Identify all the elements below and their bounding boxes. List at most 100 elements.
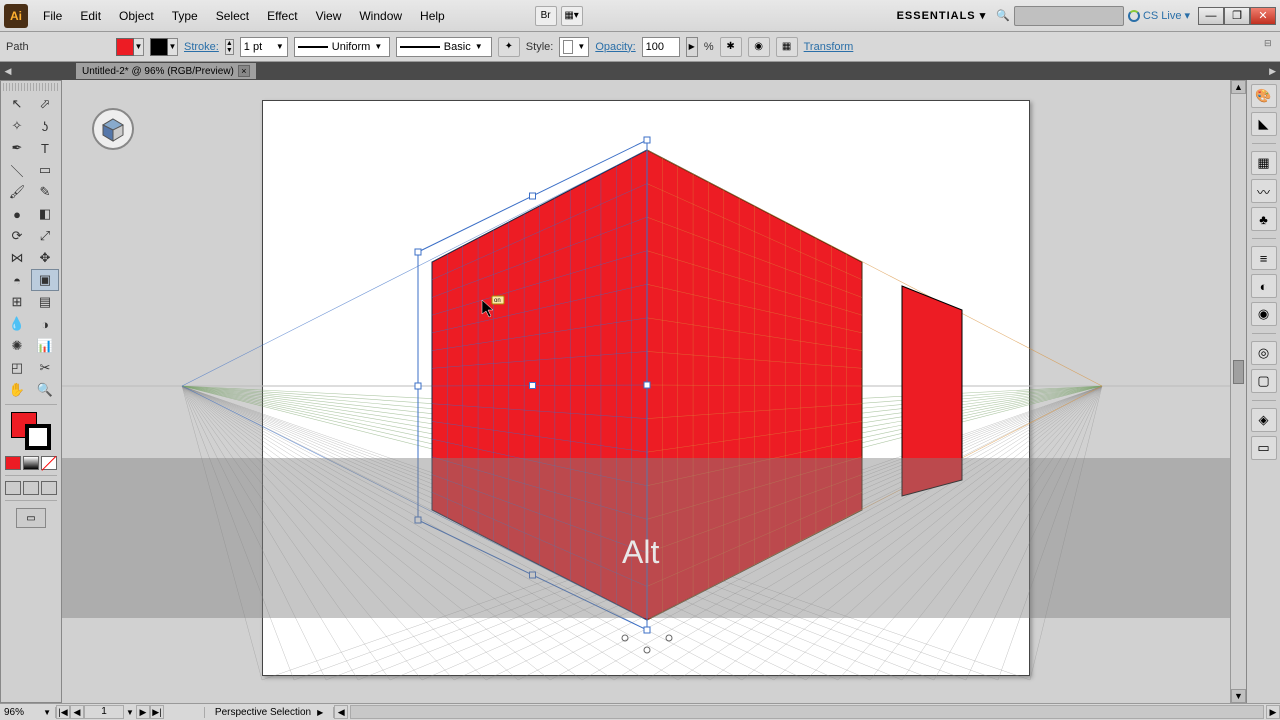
eyedropper-tool[interactable]: 💧 — [3, 313, 31, 335]
menu-select[interactable]: Select — [207, 0, 258, 31]
transform-link[interactable]: Transform — [804, 41, 854, 53]
lasso-tool[interactable]: ʖ — [31, 115, 59, 137]
arrange-docs-icon[interactable]: ▦▾ — [561, 6, 583, 26]
screen-mode[interactable]: ▭ — [16, 508, 46, 528]
stroke-swatch[interactable]: ▼ — [150, 38, 178, 56]
collapse-controlbar-icon[interactable]: ⊟ — [1264, 38, 1276, 48]
slice-tool[interactable]: ✂ — [31, 357, 59, 379]
color-mode-none[interactable] — [41, 456, 57, 470]
menu-view[interactable]: View — [307, 0, 351, 31]
graphic-styles-icon[interactable]: ▢ — [1251, 369, 1277, 393]
perspective-tool[interactable]: ▣ — [31, 269, 59, 291]
draw-inside[interactable] — [41, 481, 57, 495]
stroke-panel-icon[interactable]: ≡ — [1251, 246, 1277, 270]
menu-type[interactable]: Type — [163, 0, 207, 31]
paintbrush-tool[interactable]: 🖌 — [3, 181, 31, 203]
tab-scroll-right[interactable]: ▶ — [1269, 66, 1280, 77]
canvas[interactable]: on Alt — [62, 80, 1230, 703]
rectangle-tool[interactable]: ▭ — [31, 159, 59, 181]
stroke-weight-input[interactable]: 1 pt▼ — [240, 37, 288, 57]
type-tool[interactable]: T — [31, 137, 59, 159]
vertical-scrollbar[interactable]: ▲ ▼ — [1230, 80, 1246, 703]
symbol-spray-tool[interactable]: ✺ — [3, 335, 31, 357]
hscroll-left-icon[interactable]: ◀ — [334, 705, 348, 719]
mesh-tool[interactable]: ⊞ — [3, 291, 31, 313]
document-tab[interactable]: Untitled-2* @ 96% (RGB/Preview) × — [76, 63, 256, 79]
brush-icon[interactable]: 〰 — [1251, 179, 1277, 203]
draw-normal[interactable] — [5, 481, 21, 495]
first-artboard-icon[interactable]: |◀ — [56, 705, 70, 719]
graphic-style-dd[interactable]: ▼ — [559, 37, 589, 57]
select-similar-icon[interactable]: ◉ — [748, 37, 770, 57]
menu-effect[interactable]: Effect — [258, 0, 306, 31]
stroke-link[interactable]: Stroke: — [184, 41, 219, 53]
color-mode-fill[interactable] — [5, 456, 21, 470]
scroll-up-icon[interactable]: ▲ — [1231, 80, 1246, 94]
opacity-input[interactable] — [642, 37, 680, 57]
fill-stroke-control[interactable] — [11, 412, 51, 450]
scroll-thumb[interactable] — [1233, 360, 1244, 384]
current-tool-label[interactable]: Perspective Selection▶ — [204, 707, 334, 718]
search-input[interactable] — [1014, 6, 1124, 26]
opacity-link[interactable]: Opacity: — [595, 41, 635, 53]
prev-artboard-icon[interactable]: ◀ — [70, 705, 84, 719]
tab-scroll-left[interactable]: ◀ — [0, 66, 16, 77]
gradient-icon[interactable]: ◐ — [1251, 274, 1277, 298]
color-icon[interactable]: 🎨 — [1251, 84, 1277, 108]
menu-file[interactable]: File — [34, 0, 71, 31]
next-artboard-icon[interactable]: ▶ — [136, 705, 150, 719]
maximize-button[interactable]: ❐ — [1224, 7, 1250, 25]
selection-tool[interactable]: ↖ — [3, 93, 31, 115]
appearance-icon[interactable]: ◎ — [1251, 341, 1277, 365]
perspective-plane-widget[interactable] — [92, 108, 134, 150]
magic-wand-tool[interactable]: ✧ — [3, 115, 31, 137]
minimize-button[interactable]: — — [1198, 7, 1224, 25]
draw-behind[interactable] — [23, 481, 39, 495]
cs-live-button[interactable]: CS Live ▾ — [1128, 9, 1190, 22]
line-tool[interactable]: ＼ — [3, 159, 31, 181]
layers-icon[interactable]: ◈ — [1251, 408, 1277, 432]
menu-window[interactable]: Window — [350, 0, 411, 31]
horizontal-scrollbar[interactable] — [350, 705, 1264, 719]
eraser-tool[interactable]: ◧ — [31, 203, 59, 225]
hand-tool[interactable]: ✋ — [3, 379, 31, 401]
zoom-level[interactable]: 96%▼ — [0, 707, 56, 718]
brush-options-icon[interactable]: ✦ — [498, 37, 520, 57]
color-mode-gradient[interactable] — [23, 456, 39, 470]
rotate-tool[interactable]: ⟳ — [3, 225, 31, 247]
pen-tool[interactable]: ✒ — [3, 137, 31, 159]
shape-builder-tool[interactable]: ◓ — [3, 269, 31, 291]
pencil-tool[interactable]: ✎ — [31, 181, 59, 203]
zoom-tool[interactable]: 🔍 — [31, 379, 59, 401]
artboard-number[interactable]: 1 — [84, 705, 124, 719]
align-icon[interactable]: ▦ — [776, 37, 798, 57]
scroll-down-icon[interactable]: ▼ — [1231, 689, 1246, 703]
transparency-icon[interactable]: ◉ — [1251, 302, 1277, 326]
symbol-icon[interactable]: ♣ — [1251, 207, 1277, 231]
close-button[interactable]: ✕ — [1250, 7, 1276, 25]
menu-object[interactable]: Object — [110, 0, 163, 31]
scale-tool[interactable]: ⤢ — [31, 225, 59, 247]
artboards-icon[interactable]: ▭ — [1251, 436, 1277, 460]
direct-selection-tool[interactable]: ⬀ — [31, 93, 59, 115]
gradient-tool[interactable]: ▤ — [31, 291, 59, 313]
artboard-tool[interactable]: ◰ — [3, 357, 31, 379]
swatch-grid-icon[interactable]: ▦ — [1251, 151, 1277, 175]
last-artboard-icon[interactable]: ▶| — [150, 705, 164, 719]
bridge-icon[interactable]: Br — [535, 6, 557, 26]
blend-tool[interactable]: ◑ — [31, 313, 59, 335]
menu-edit[interactable]: Edit — [71, 0, 110, 31]
variable-width-profile[interactable]: Uniform▼ — [294, 37, 390, 57]
width-tool[interactable]: ⋈ — [3, 247, 31, 269]
guide-icon[interactable]: ◣ — [1251, 112, 1277, 136]
hscroll-right-icon[interactable]: ▶ — [1266, 705, 1280, 719]
menu-help[interactable]: Help — [411, 0, 454, 31]
blob-brush-tool[interactable]: ● — [3, 203, 31, 225]
graph-tool[interactable]: 📊 — [31, 335, 59, 357]
recolor-icon[interactable]: ✱ — [720, 37, 742, 57]
brush-definition[interactable]: Basic▼ — [396, 37, 492, 57]
close-tab-icon[interactable]: × — [238, 65, 250, 77]
free-transform-tool[interactable]: ✥ — [31, 247, 59, 269]
workspace-switcher[interactable]: ESSENTIALS ▾ — [891, 9, 993, 22]
fill-swatch[interactable]: ▼ — [116, 38, 144, 56]
